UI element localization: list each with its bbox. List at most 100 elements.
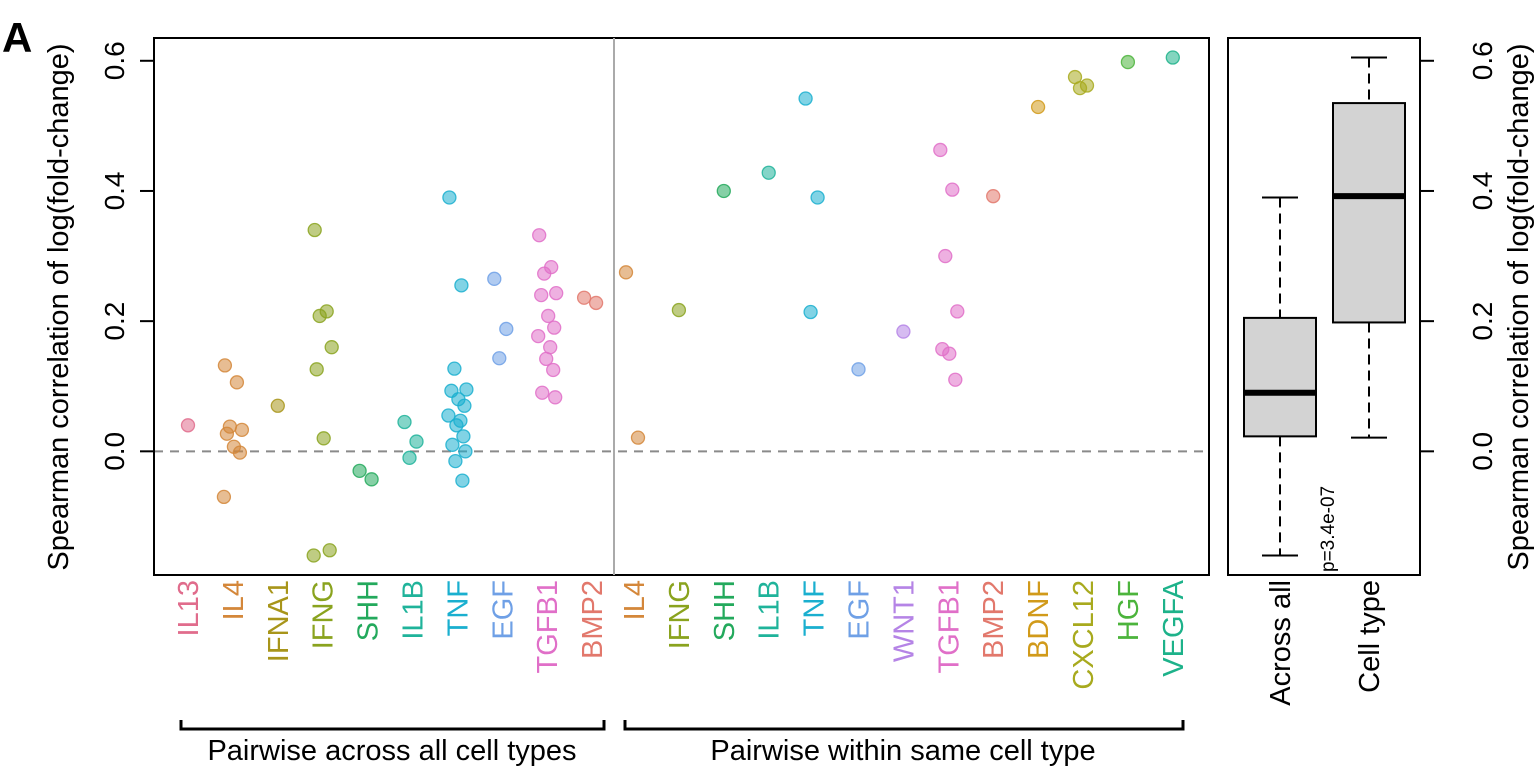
x-tick-label-ifna1: IFNA1 xyxy=(263,580,295,662)
point-ifng xyxy=(307,222,322,238)
point-il4 xyxy=(217,358,233,373)
boxplot-cell-type xyxy=(1332,56,1406,439)
point-egf xyxy=(487,271,502,286)
group-label: Pairwise across all cell types xyxy=(207,735,576,767)
point-tgfb1 xyxy=(942,346,957,361)
group-bracket xyxy=(623,720,1185,731)
x-tick-label-ifng: IFNG xyxy=(664,580,696,649)
point-ifng xyxy=(324,340,339,355)
point-shh xyxy=(364,472,379,487)
x-tick-label-wnt1: WNT1 xyxy=(888,580,920,662)
point-hgf xyxy=(1120,54,1136,70)
point-ifng xyxy=(312,308,327,324)
iqr-box xyxy=(1332,102,1406,324)
box-frame xyxy=(1227,37,1421,576)
point-il1b xyxy=(402,450,417,465)
scatter-chart: 0.0 0.2 0.4 0.6 IL13 IL4 IFNA1 IFNG SHH IL1B TNF E… xyxy=(43,37,1210,767)
point-tgfb1 xyxy=(547,320,562,335)
point-bmp2 xyxy=(986,189,1001,204)
point-tgfb1 xyxy=(532,228,547,243)
x-tick-label-il13: IL13 xyxy=(173,580,205,636)
point-il13 xyxy=(180,418,196,433)
x-tick-label-il4: IL4 xyxy=(218,580,250,620)
point-ifng xyxy=(309,362,324,377)
p-value-annotation: p=3.4e-07 xyxy=(1318,486,1339,572)
point-tnf xyxy=(457,398,472,413)
point-tgfb1 xyxy=(541,308,556,324)
panel-label: A xyxy=(2,14,32,61)
point-tgfb1 xyxy=(933,142,948,158)
point-tgfb1 xyxy=(948,372,963,387)
boxplots xyxy=(1243,56,1406,557)
x-tick-label-tgfb1: TGFB1 xyxy=(933,580,965,673)
point-il4 xyxy=(232,445,248,460)
point-il4 xyxy=(216,489,232,505)
x-tick-label-ifng: IFNG xyxy=(308,580,340,649)
point-tnf xyxy=(459,382,474,397)
y-tick-label: 0.2 xyxy=(99,302,130,341)
x-tick-label-egf: EGF xyxy=(487,580,519,640)
point-tnf xyxy=(454,278,469,293)
point-shh xyxy=(716,183,731,199)
point-tgfb1 xyxy=(548,390,563,405)
point-tgfb1 xyxy=(534,287,549,303)
point-tnf xyxy=(456,429,471,444)
x-tick-label-vegfa: VEGFA xyxy=(1158,579,1190,676)
x-tick-label-tgfb1: TGFB1 xyxy=(532,580,564,673)
point-il1b xyxy=(397,414,412,430)
point-tgfb1 xyxy=(543,340,558,355)
scatter-y-axis-label: Spearman correlation of log(fold-change) xyxy=(43,43,75,570)
point-tgfb1 xyxy=(950,304,965,319)
group-brackets: Pairwise across all cell types Pairwise w… xyxy=(179,720,1185,767)
box-chart: 0.0 0.2 0.4 0.6 Across all Cell type p=3.4e-… xyxy=(1227,37,1535,706)
x-tick-label-tnf: TNF xyxy=(442,580,474,636)
point-tgfb1 xyxy=(938,248,953,264)
scatter-plot-border xyxy=(153,37,1210,576)
point-cxcl12 xyxy=(1072,80,1088,96)
box-x-label-across-all: Across all xyxy=(1265,580,1297,706)
point-vegfa xyxy=(1165,50,1180,65)
box-plot-border xyxy=(1227,37,1421,576)
point-egf xyxy=(851,362,866,377)
x-tick-label-il1b: IL1B xyxy=(398,580,430,640)
x-tick-label-shh: SHH xyxy=(353,580,385,641)
x-tick-label-tnf: TNF xyxy=(799,580,831,636)
x-tick-label-egf: EGF xyxy=(844,580,876,640)
point-tgfb1 xyxy=(549,286,564,301)
point-tnf xyxy=(442,190,457,205)
point-tgfb1 xyxy=(945,182,960,197)
point-tnf xyxy=(458,444,473,459)
point-tnf xyxy=(810,190,825,205)
point-il4 xyxy=(630,430,646,445)
point-ifng xyxy=(322,543,337,558)
x-tick-label-hgf: HGF xyxy=(1113,580,1145,641)
point-tnf xyxy=(448,453,463,469)
point-ifng xyxy=(316,431,331,446)
point-tnf xyxy=(441,408,456,423)
point-tnf xyxy=(798,91,813,106)
point-bmp2 xyxy=(588,295,604,311)
x-tick-label-bdnf: BDNF xyxy=(1023,580,1055,659)
point-il1b xyxy=(409,434,424,449)
point-tgfb1 xyxy=(537,266,552,281)
point-tnf xyxy=(447,361,462,376)
point-tnf xyxy=(455,473,470,488)
y-tick-label: 0.0 xyxy=(1467,432,1498,471)
y-tick-label: 0.6 xyxy=(1467,41,1498,80)
point-tnf xyxy=(449,418,464,433)
scatter-y-axis: 0.0 0.2 0.4 0.6 xyxy=(99,41,154,471)
point-bmp2 xyxy=(576,290,592,305)
box-x-axis: Across all Cell type xyxy=(1265,580,1386,706)
point-egf xyxy=(492,351,507,366)
group-label: Pairwise within same cell type xyxy=(710,735,1095,767)
point-tnf xyxy=(803,304,818,320)
point-il4 xyxy=(618,265,634,280)
y-tick-label: 0.6 xyxy=(99,41,130,80)
box-x-label-cell-type: Cell type xyxy=(1354,580,1386,693)
point-tgfb1 xyxy=(539,351,554,367)
x-tick-label-il4: IL4 xyxy=(619,580,651,620)
point-shh xyxy=(352,463,367,479)
x-tick-label-shh: SHH xyxy=(709,580,741,641)
scatter-frame xyxy=(153,37,1210,576)
